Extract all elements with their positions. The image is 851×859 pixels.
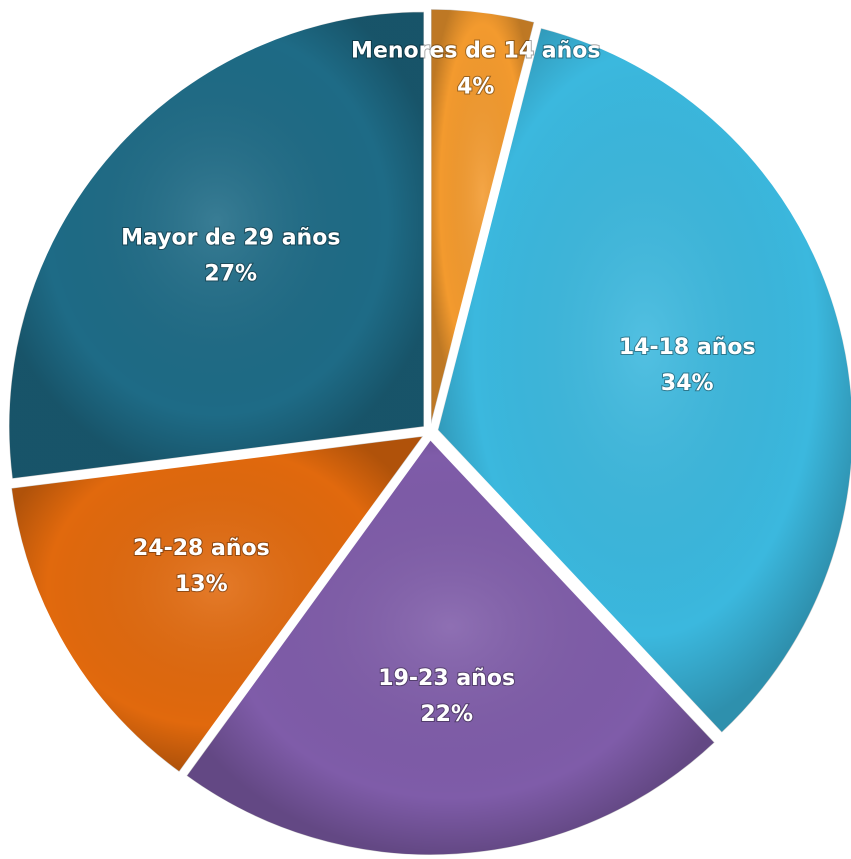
labels: Menores de 14 años 4% 14-18 años 34% 19-23 a… [120,38,757,728]
slice-category-label: 14-18 años [619,335,756,360]
slice-shade [11,436,424,772]
slice-value-label: 13% [175,572,228,597]
pie [8,8,851,856]
slice-category-label: 19-23 años [378,666,515,691]
slice-category-label: 24-28 años [133,536,270,561]
slice-shade [431,9,535,425]
slice-shade [8,11,424,479]
slice-value-label: 4% [457,75,494,100]
slice-value-label: 22% [420,702,473,727]
slice-shade [437,28,851,733]
slice-shade [186,439,715,855]
slice-value-label: 27% [204,261,257,286]
slice-category-label: Mayor de 29 años [121,225,340,250]
slice-value-label: 34% [661,371,714,396]
slice-category-label: Menores de 14 años [351,39,600,64]
